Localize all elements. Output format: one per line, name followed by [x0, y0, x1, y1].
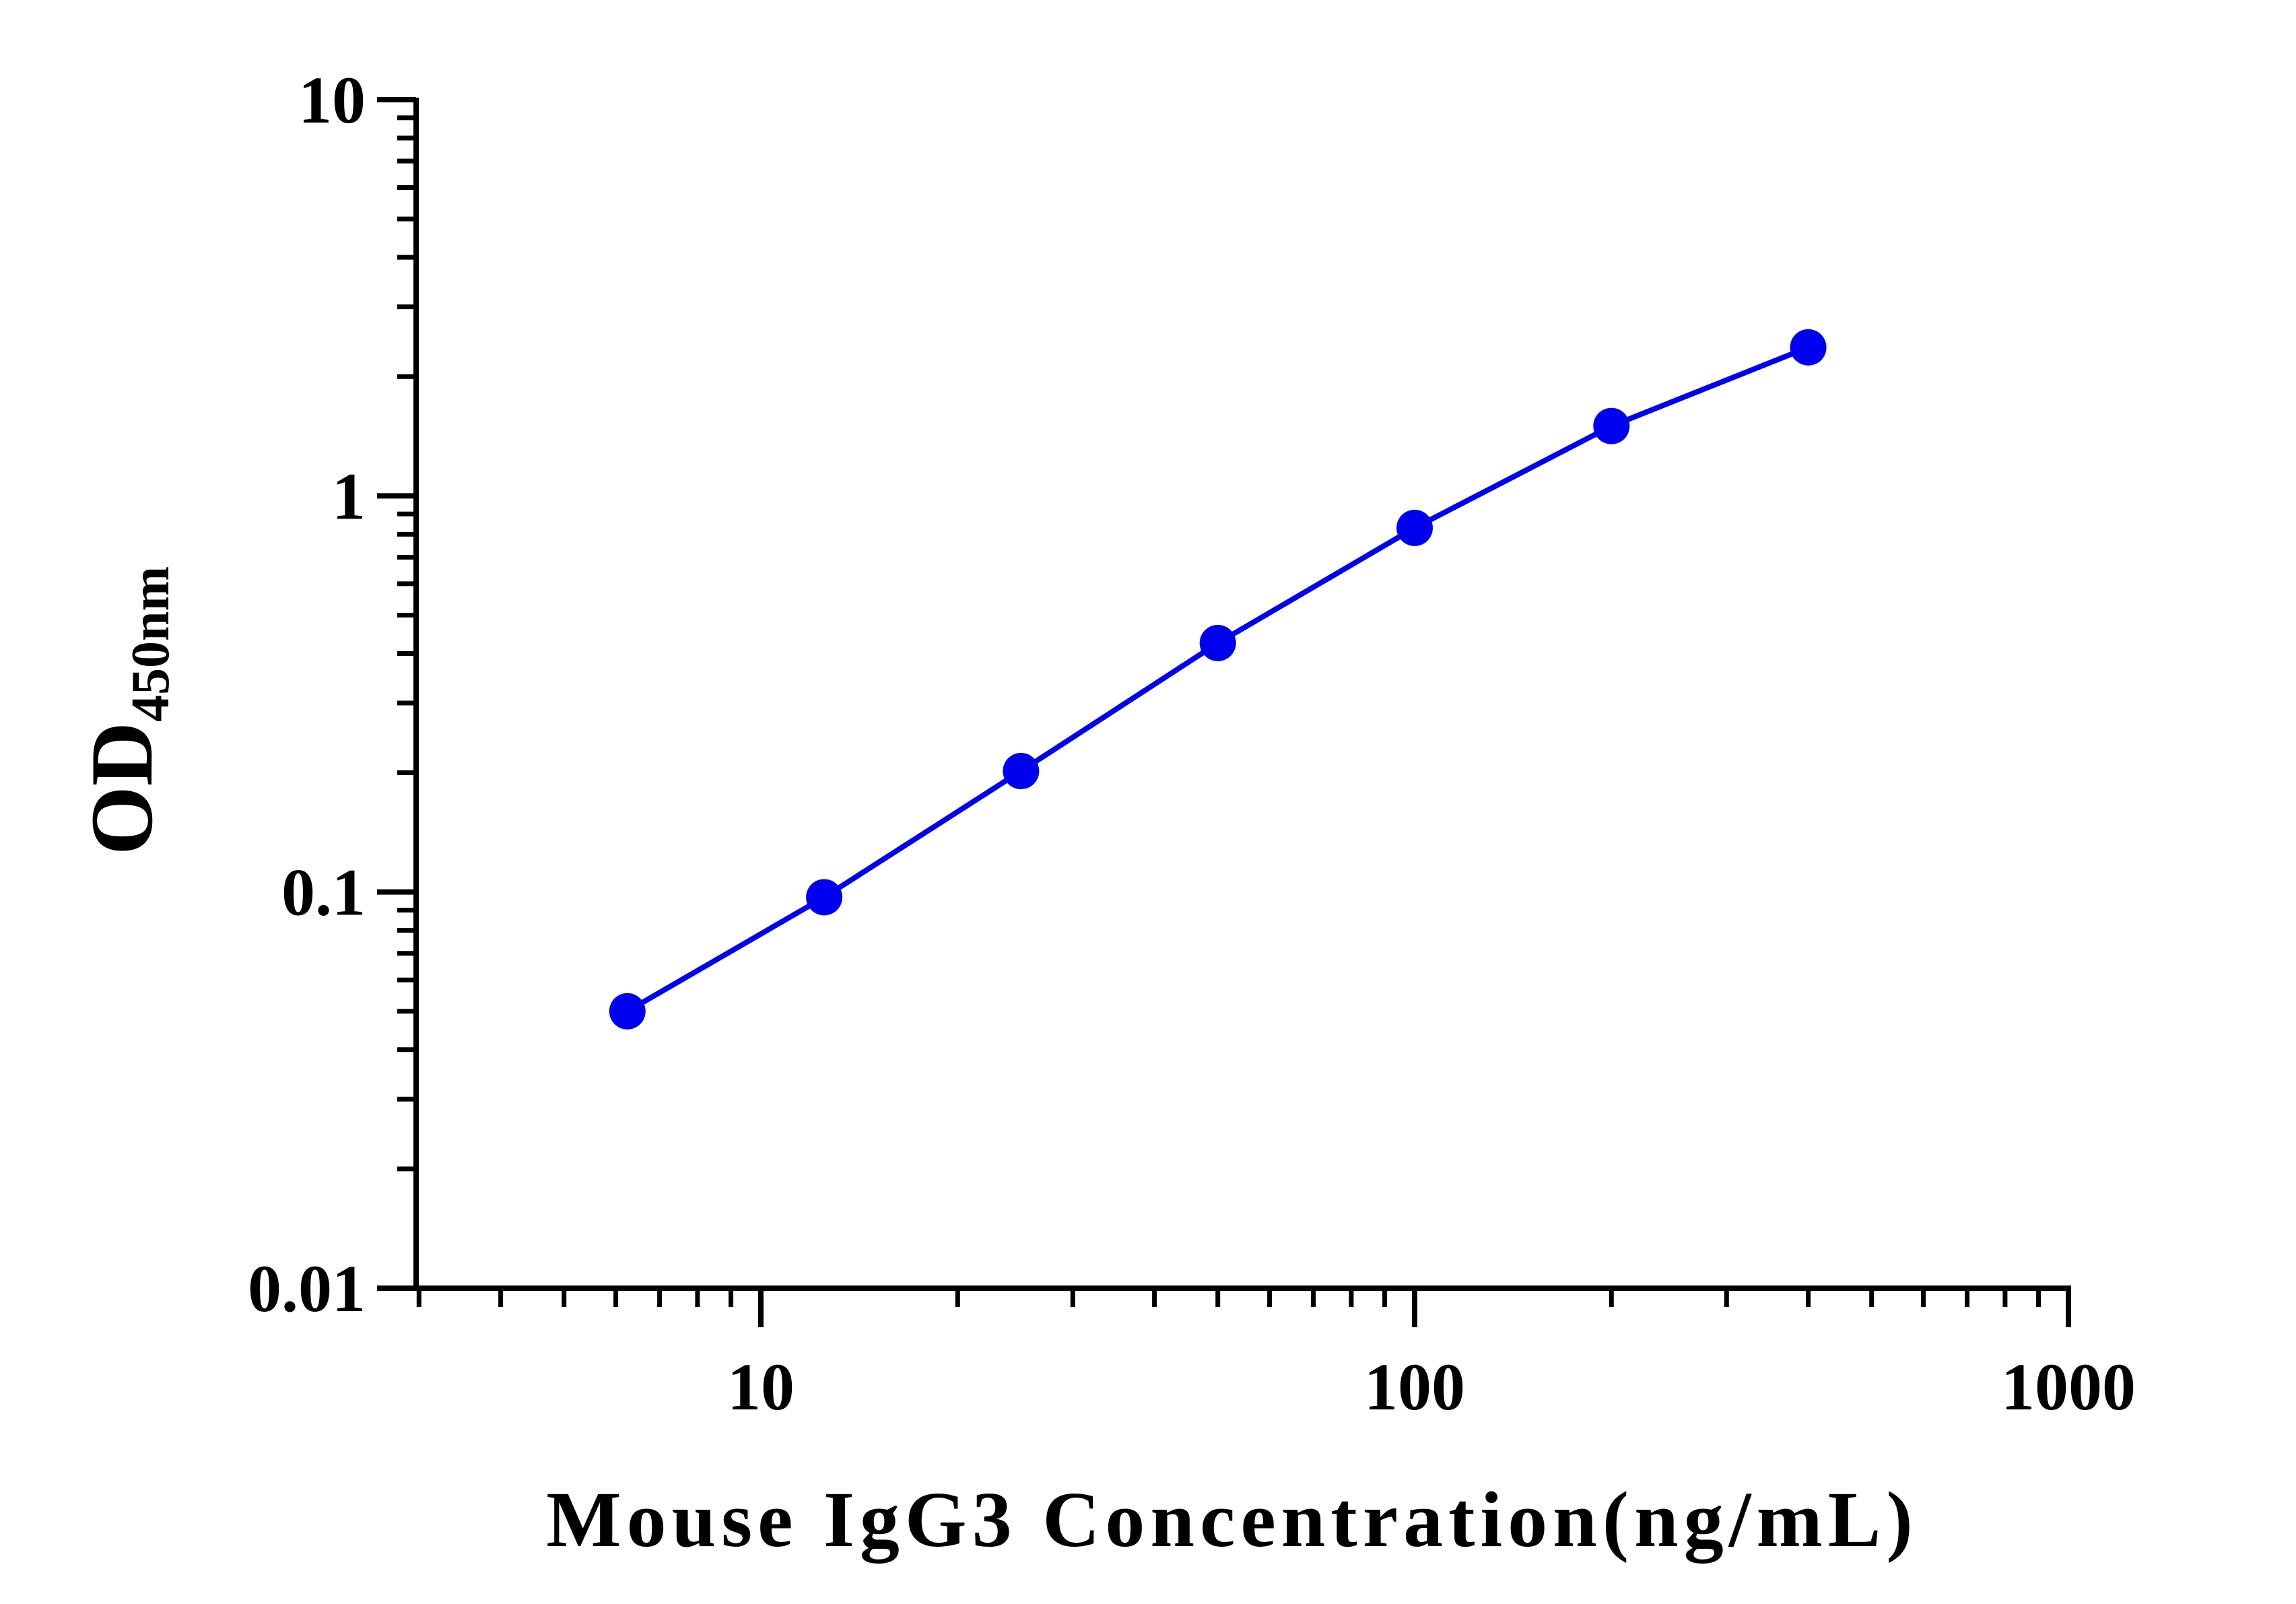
data-point — [1593, 407, 1630, 444]
x-tick-label: 100 — [1364, 1349, 1465, 1424]
data-point — [609, 993, 646, 1030]
y-axis: 0.01 0.1 1 10 — [248, 63, 419, 1326]
x-axis-title: Mouse IgG3 Concentration(ng/mL) — [546, 1475, 1918, 1564]
data-point — [1790, 329, 1827, 366]
x-tick-label: 1000 — [2001, 1349, 2136, 1424]
y-axis-title-subscript: 450nm — [121, 566, 180, 722]
y-tick-label: 1 — [332, 459, 366, 533]
x-tick-label: 10 — [727, 1349, 795, 1424]
data-point — [1199, 624, 1236, 661]
y-tick-label: 0.1 — [281, 855, 366, 930]
series-layer — [609, 329, 1827, 1030]
series-line — [626, 345, 1810, 1014]
y-tick-label: 10 — [298, 63, 366, 137]
data-point — [1003, 753, 1040, 790]
data-point — [1396, 509, 1433, 546]
y-tick-label: 0.01 — [248, 1251, 366, 1326]
y-axis-title-main: OD — [72, 722, 171, 855]
y-axis-title: OD450nm — [72, 566, 180, 855]
x-axis: 10 100 1000 — [413, 1285, 2136, 1424]
data-point — [806, 879, 843, 916]
